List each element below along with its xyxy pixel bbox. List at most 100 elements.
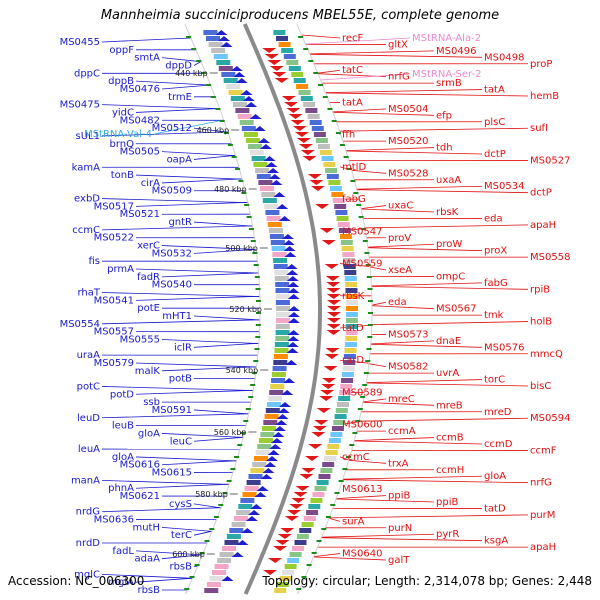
right-label-connector bbox=[339, 127, 529, 132]
feature-stripe bbox=[223, 78, 238, 83]
tick-mark bbox=[215, 108, 221, 110]
tick-mark bbox=[358, 216, 364, 218]
accession-text: Accession: NC_006300 bbox=[8, 574, 145, 588]
forward-gene-arrow bbox=[231, 552, 244, 557]
forward-gene-arrow bbox=[266, 456, 278, 461]
feature-stripe bbox=[328, 438, 341, 443]
forward-gene-arrow bbox=[221, 576, 234, 581]
feature-stripe bbox=[309, 120, 322, 125]
right-gene-label: MS0640 bbox=[342, 549, 382, 560]
left-gene-label: MS0475 bbox=[60, 100, 100, 111]
reverse-gene-arrow bbox=[263, 570, 278, 575]
left-gene-label: MS0540 bbox=[152, 280, 192, 291]
left-label-connector bbox=[101, 319, 260, 325]
left-label-connector bbox=[193, 503, 221, 509]
tick-mark bbox=[248, 228, 254, 230]
feature-stripe bbox=[311, 126, 324, 131]
feature-stripe bbox=[289, 552, 302, 557]
left-gene-label: terC bbox=[171, 530, 192, 541]
left-label-connector bbox=[135, 483, 230, 489]
left-trna-label: MStRNA-Val-4 bbox=[84, 129, 152, 140]
genome-backbone bbox=[242, 23, 322, 595]
feature-stripe bbox=[250, 468, 265, 473]
reverse-gene-arrow bbox=[264, 54, 279, 59]
left-gene-label: MS0482 bbox=[120, 115, 160, 126]
left-gene-label: MS0621 bbox=[120, 491, 160, 502]
feature-stripe bbox=[276, 582, 289, 587]
tick-mark bbox=[189, 576, 195, 578]
tick-mark bbox=[367, 336, 373, 338]
left-gene-label: mHT1 bbox=[162, 311, 192, 322]
forward-gene-arrow bbox=[249, 114, 262, 119]
feature-stripe bbox=[337, 402, 349, 407]
feature-stripe bbox=[258, 438, 273, 443]
right-label-connector bbox=[317, 69, 341, 74]
forward-gene-arrow bbox=[275, 420, 288, 425]
feature-stripe bbox=[245, 138, 260, 143]
reverse-gene-arrow bbox=[295, 486, 310, 491]
left-label-connector bbox=[161, 245, 257, 250]
feature-stripe bbox=[266, 216, 281, 221]
right-label-connector bbox=[354, 440, 483, 445]
tick-mark bbox=[350, 180, 356, 182]
left-gene-label: MS0615 bbox=[152, 468, 192, 479]
left-label-connector bbox=[101, 131, 228, 137]
feature-stripe bbox=[271, 378, 286, 383]
left-gene-label: fadR bbox=[137, 272, 160, 283]
feature-stripe bbox=[213, 54, 228, 59]
feature-stripe bbox=[279, 576, 292, 581]
right-label-connector bbox=[371, 301, 387, 306]
feature-stripe bbox=[275, 318, 290, 323]
feature-stripe bbox=[321, 156, 334, 161]
right-gene-label: MS0498 bbox=[484, 52, 524, 63]
right-gene-label: tdh bbox=[436, 143, 453, 154]
feature-stripe bbox=[268, 396, 283, 401]
right-trna-label: MStRNA-Ser-2 bbox=[412, 69, 482, 80]
right-label-connector bbox=[329, 514, 529, 519]
left-gene-label: sUL1 bbox=[76, 131, 100, 142]
tick-mark bbox=[240, 432, 246, 434]
right-gene-label: MS0573 bbox=[388, 329, 428, 340]
feature-stripe bbox=[331, 426, 344, 431]
feature-stripe bbox=[345, 294, 358, 299]
inner-guide-arc bbox=[184, 23, 261, 595]
tick-mark bbox=[331, 120, 337, 122]
feature-stripe bbox=[268, 228, 283, 233]
feature-stripe bbox=[278, 42, 291, 47]
feature-stripe bbox=[233, 102, 248, 107]
tick-mark bbox=[357, 408, 363, 410]
feature-stripe bbox=[345, 282, 358, 287]
left-label-connector bbox=[161, 433, 244, 438]
tick-mark bbox=[255, 288, 261, 290]
feature-stripe bbox=[219, 552, 234, 557]
left-gene-label: dppB bbox=[108, 76, 134, 87]
tick-mark bbox=[321, 528, 327, 530]
reverse-gene-arrow bbox=[301, 468, 316, 473]
tick-mark bbox=[318, 84, 324, 86]
feature-stripe bbox=[341, 378, 354, 383]
tick-mark bbox=[366, 348, 372, 350]
feature-stripe bbox=[267, 402, 281, 407]
right-gene-label: rbsK bbox=[436, 207, 459, 218]
left-gene-label: dppD bbox=[165, 60, 192, 71]
right-label-connector bbox=[336, 495, 387, 499]
right-label-connector bbox=[361, 205, 387, 209]
left-label-connector bbox=[193, 221, 253, 227]
forward-gene-arrow bbox=[286, 342, 299, 347]
feature-stripe bbox=[330, 432, 343, 437]
left-gene-label: leuD bbox=[77, 413, 100, 424]
tick-mark bbox=[355, 420, 361, 422]
reverse-gene-arrow bbox=[275, 540, 290, 545]
right-label-connector bbox=[356, 185, 483, 190]
feature-stripe bbox=[326, 174, 339, 179]
right-gene-label: MS0527 bbox=[530, 155, 570, 166]
genome-ring bbox=[184, 23, 373, 595]
feature-stripe bbox=[294, 540, 307, 545]
feature-stripe bbox=[275, 324, 290, 329]
feature-stripe bbox=[328, 180, 341, 185]
forward-gene-arrow bbox=[215, 30, 228, 35]
right-gene-label: MS0558 bbox=[530, 252, 570, 263]
right-label-connector bbox=[346, 150, 483, 155]
right-gene-label: MS0613 bbox=[342, 484, 382, 495]
feature-stripe bbox=[257, 444, 272, 449]
